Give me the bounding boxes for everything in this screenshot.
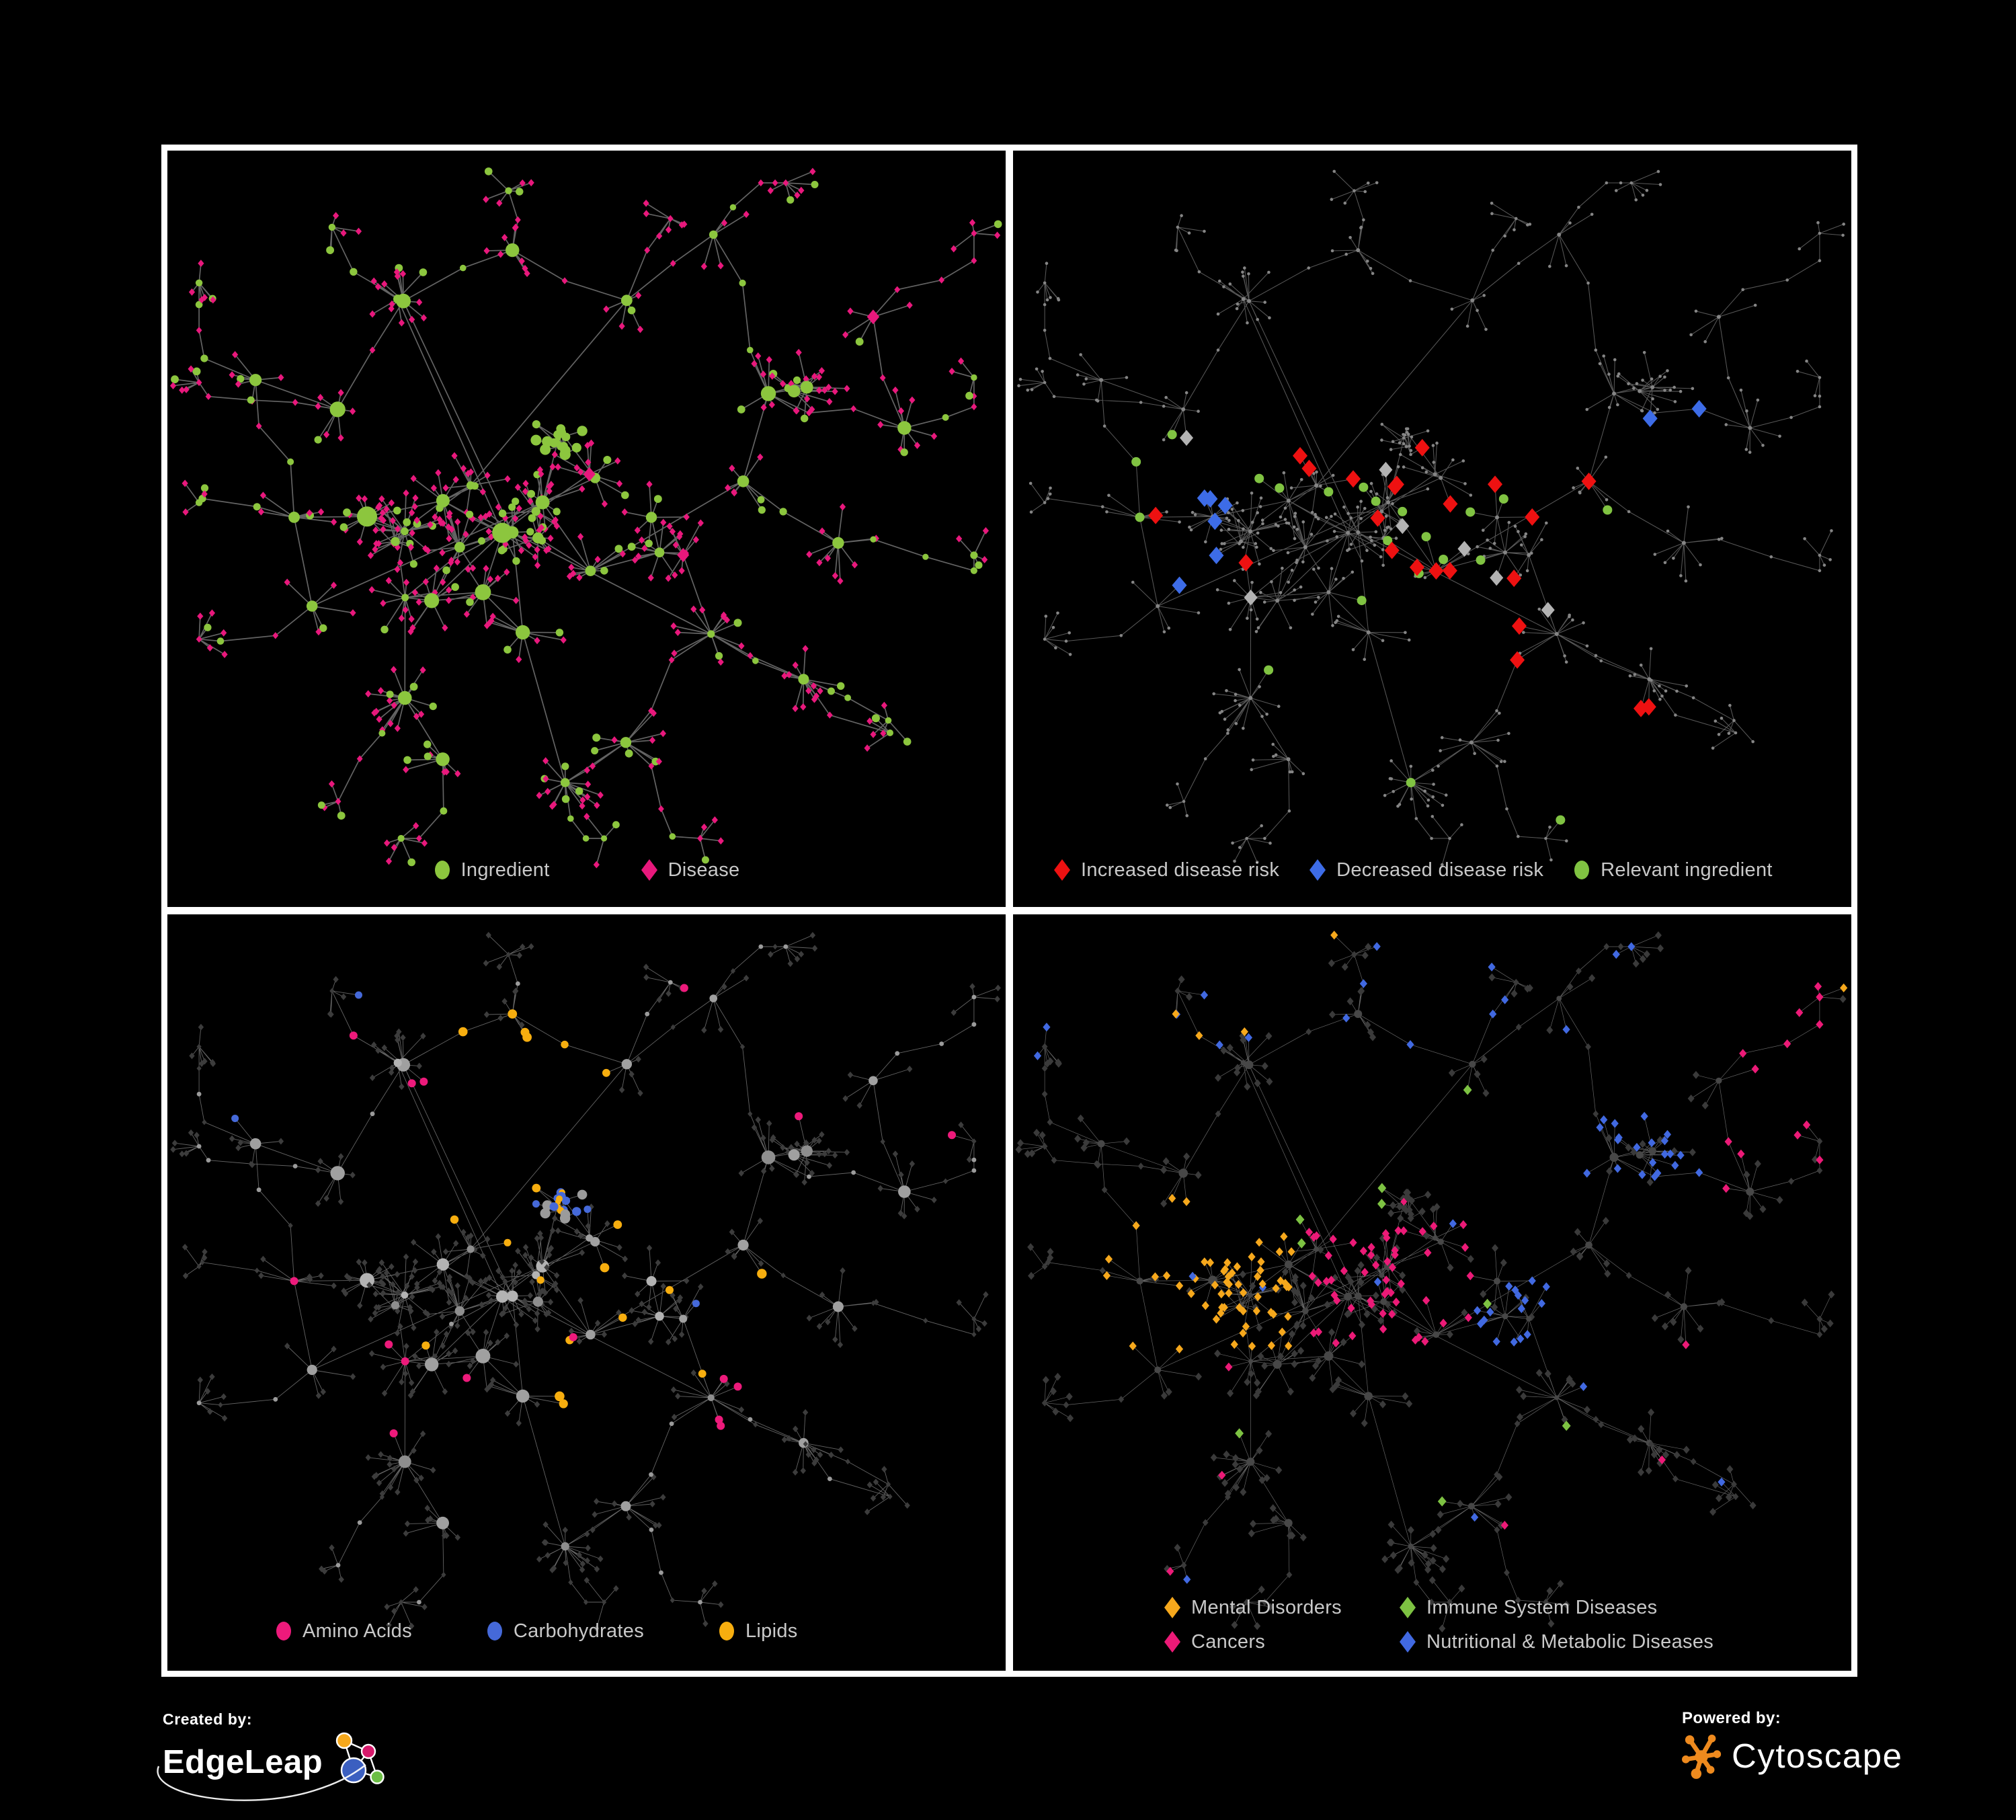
legend-item-immune-diseases: Immune System Diseases <box>1399 1596 1851 1619</box>
legend-item-mental-disorders: Mental Disorders <box>1164 1596 1399 1619</box>
legend-item-amino-acids: Amino Acids <box>275 1620 412 1643</box>
panel-disease-categories: Mental Disorders Immune System Diseases … <box>1013 914 1851 1671</box>
disease-categories-network-graph <box>1015 931 1848 1632</box>
legend-label: Relevant ingredient <box>1601 859 1773 881</box>
legend-item-decreased-risk: Decreased disease risk <box>1309 859 1543 881</box>
legend-item-cancers: Cancers <box>1164 1630 1399 1653</box>
disease-diamond-icon <box>641 859 658 881</box>
legend-label: Cancers <box>1191 1631 1266 1653</box>
legend-item-nutritional-metabolic: Nutritional & Metabolic Diseases <box>1399 1630 1851 1653</box>
mental-disorders-diamond-icon <box>1164 1596 1181 1619</box>
increased-risk-diamond-icon <box>1053 859 1071 881</box>
legend-ingredient-disease: Ingredient Disease <box>167 859 1006 881</box>
amino-acids-circle-icon <box>275 1620 292 1643</box>
legend-label: Ingredient <box>460 859 550 881</box>
disease-risk-network-graph <box>1017 169 1845 867</box>
legend-label: Nutritional & Metabolic Diseases <box>1426 1631 1714 1653</box>
legend-label: Amino Acids <box>303 1620 412 1642</box>
immune-diseases-diamond-icon <box>1399 1596 1416 1619</box>
legend-item-relevant-ingredient: Relevant ingredient <box>1573 859 1773 881</box>
legend-item-carbohydrates: Carbohydrates <box>486 1620 644 1643</box>
legend-disease-categories: Mental Disorders Immune System Diseases … <box>1013 1596 1851 1653</box>
edgeleap-logo-row: EdgeLeap <box>157 1729 394 1803</box>
legend-item-ingredient: Ingredient <box>434 859 550 881</box>
cancers-diamond-icon <box>1164 1630 1181 1653</box>
cytoscape-icon <box>1682 1735 1722 1779</box>
cytoscape-wordmark: Cytoscape <box>1732 1736 1903 1775</box>
ingredient-classes-network-graph <box>170 931 1001 1632</box>
edgeleap-branding: Created by: EdgeLeap <box>157 1710 394 1803</box>
legend-item-lipids: Lipids <box>718 1620 798 1643</box>
ingredient-circle-icon <box>434 859 451 881</box>
legend-label: Increased disease risk <box>1081 859 1280 881</box>
edgeleap-network-icon <box>335 1732 385 1784</box>
legend-label: Mental Disorders <box>1191 1597 1342 1618</box>
figure-frame: Ingredient Disease Increased disease ris… <box>161 145 1857 1677</box>
ingredient-disease-network-graph <box>169 167 1002 869</box>
legend-disease-risk: Increased disease risk Decreased disease… <box>1013 859 1851 881</box>
nutritional-metabolic-diamond-icon <box>1399 1630 1416 1653</box>
legend-label: Immune System Diseases <box>1426 1597 1658 1618</box>
legend-ingredient-classes: Amino Acids Carbohydrates Lipids <box>167 1620 1006 1643</box>
powered-by-label: Powered by: <box>1682 1709 1781 1727</box>
decreased-risk-diamond-icon <box>1309 859 1326 881</box>
legend-label: Disease <box>668 859 740 881</box>
panel-disease-risk: Increased disease risk Decreased disease… <box>1013 151 1851 907</box>
legend-item-increased-risk: Increased disease risk <box>1053 859 1279 881</box>
carbohydrates-circle-icon <box>486 1620 503 1643</box>
legend-label: Carbohydrates <box>513 1620 644 1642</box>
created-by-label: Created by: <box>163 1710 253 1728</box>
relevant-ingredient-circle-icon <box>1573 859 1590 881</box>
panel-ingredient-disease: Ingredient Disease <box>167 151 1006 907</box>
edgeleap-wordmark: EdgeLeap <box>163 1744 323 1780</box>
legend-label: Lipids <box>745 1620 798 1642</box>
legend-item-disease: Disease <box>641 859 740 881</box>
lipids-circle-icon <box>718 1620 735 1643</box>
cytoscape-branding: Powered by: Cytoscape <box>1682 1709 1902 1780</box>
panel-ingredient-classes: Amino Acids Carbohydrates Lipids <box>167 914 1006 1671</box>
legend-label: Decreased disease risk <box>1336 859 1544 881</box>
